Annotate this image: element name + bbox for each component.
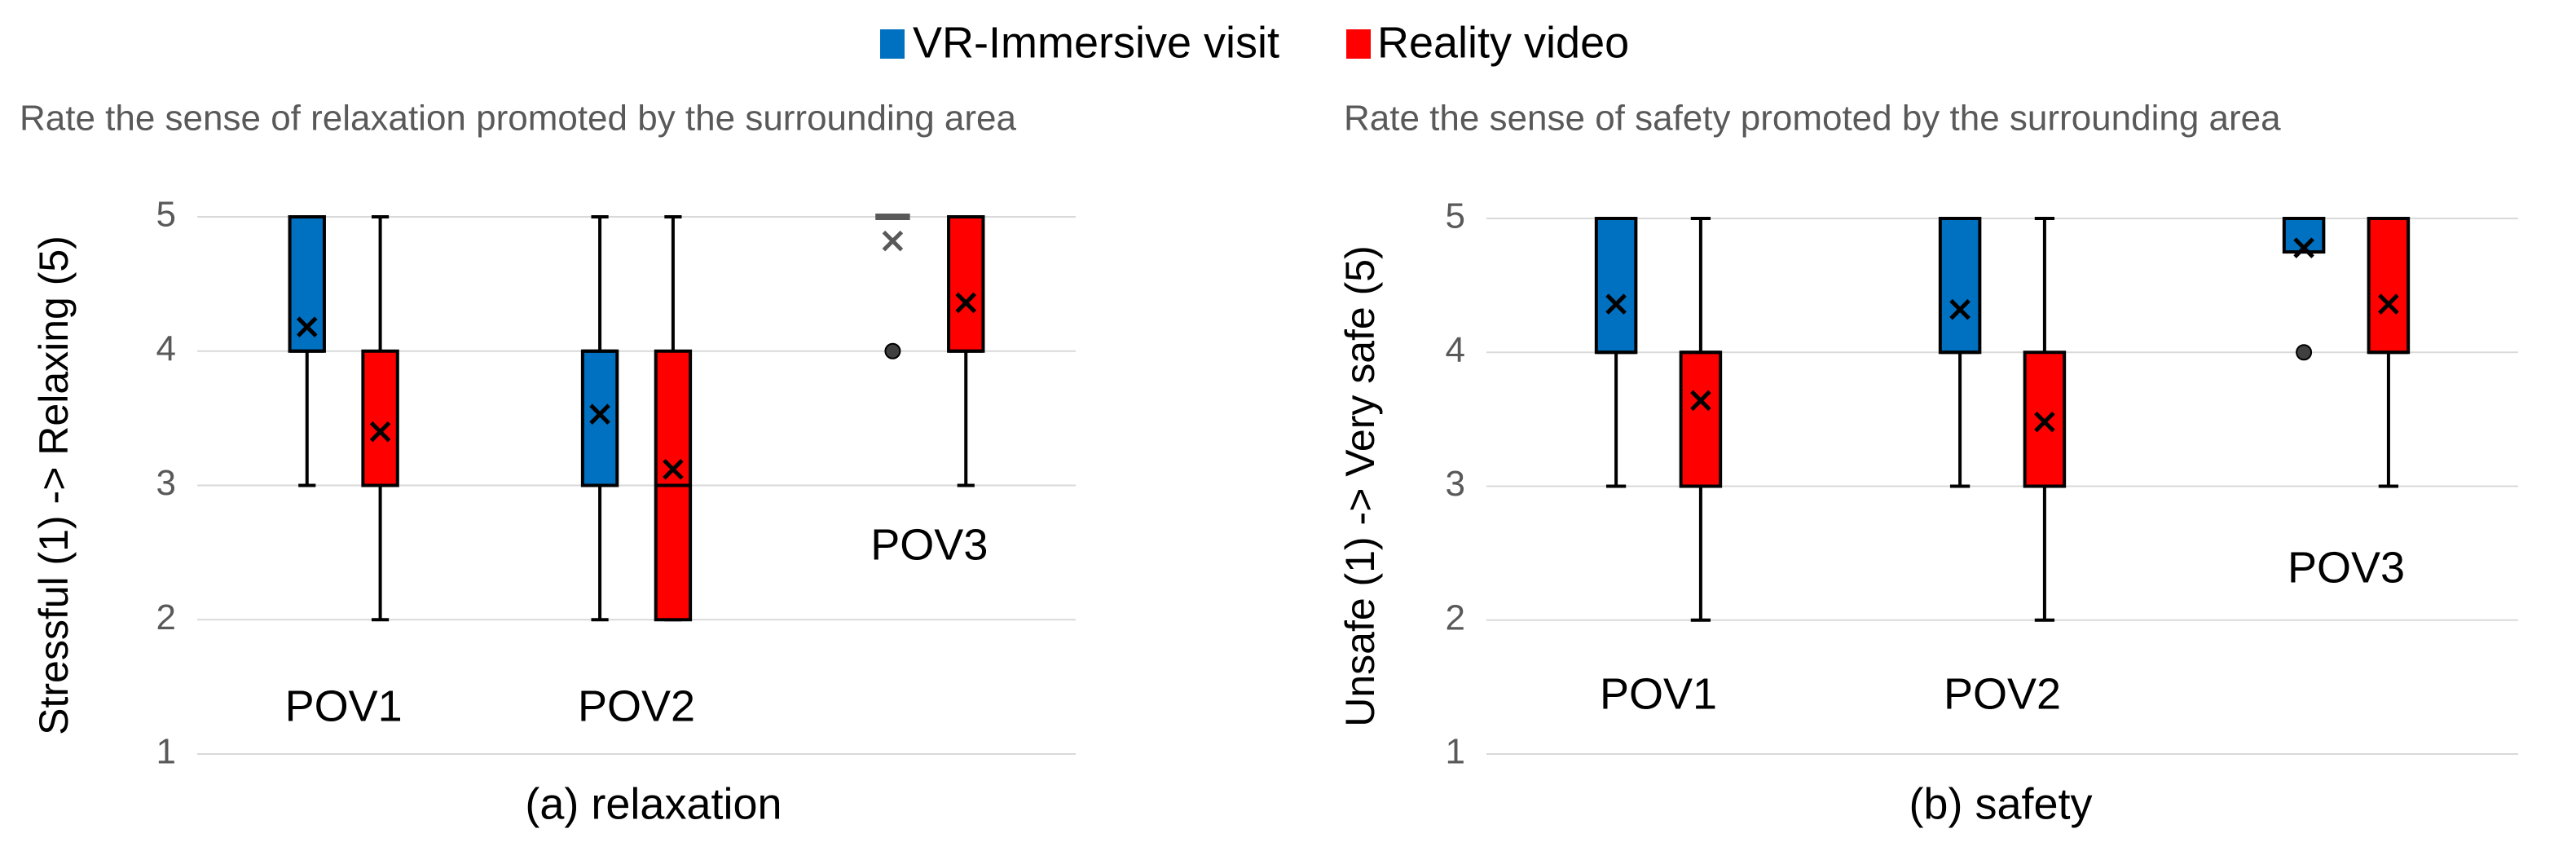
- y-tick-label: 2: [1446, 597, 1465, 637]
- box-group: [580, 215, 619, 622]
- legend-swatch: [880, 29, 905, 59]
- mean-marker: [369, 421, 391, 443]
- mean-marker: [1949, 298, 1971, 320]
- box: [361, 349, 399, 487]
- mean-marker: [955, 292, 977, 314]
- caption: (a) relaxation: [525, 779, 782, 828]
- mean-stroke: [663, 458, 684, 480]
- mean-stroke: [882, 230, 904, 252]
- box-group: [1679, 217, 1723, 622]
- y-axis-label: Unsafe (1) -> Very safe (5): [1337, 245, 1383, 727]
- mean-marker: [296, 316, 318, 337]
- mean-marker: [1605, 293, 1627, 315]
- box-group: [1594, 217, 1638, 488]
- category-label: POV1: [1600, 669, 1717, 718]
- y-tick-label: 1: [1446, 732, 1465, 772]
- category-label: POV1: [285, 681, 403, 730]
- mean-marker: [663, 458, 684, 480]
- mean-marker: [2293, 237, 2314, 258]
- mean-marker: [882, 230, 904, 252]
- box: [1938, 217, 1982, 355]
- legend-swatch: [1346, 29, 1371, 59]
- box: [1594, 217, 1638, 355]
- chart-subtitle: Rate the sense of relaxation promoted by…: [20, 99, 1017, 139]
- caption: (b) safety: [1909, 779, 2092, 828]
- mean-stroke: [2034, 411, 2055, 433]
- y-tick-label: 1: [156, 732, 176, 772]
- mean-stroke: [1690, 390, 1711, 412]
- y-tick-label: 5: [1446, 196, 1465, 236]
- mean-stroke: [1949, 298, 1971, 320]
- mean-marker: [2034, 411, 2055, 433]
- mean-stroke: [955, 292, 977, 314]
- mean-marker: [2378, 293, 2399, 315]
- box-group: [947, 215, 985, 487]
- box-group: [2023, 217, 2067, 622]
- mean-stroke: [296, 316, 318, 337]
- box: [2023, 351, 2067, 488]
- y-tick-label: 2: [156, 597, 176, 637]
- box-group: [1938, 217, 1982, 488]
- category-label: POV3: [870, 520, 988, 569]
- box: [2367, 217, 2411, 355]
- mean-stroke: [1605, 293, 1627, 315]
- mean-stroke: [369, 421, 391, 443]
- y-tick-label: 5: [156, 195, 176, 235]
- box: [1679, 351, 1723, 488]
- mean-marker: [1690, 390, 1711, 412]
- outlier: [2296, 344, 2313, 361]
- category-label: POV2: [578, 681, 695, 730]
- box: [947, 215, 985, 353]
- box-group: [654, 215, 693, 622]
- y-tick-label: 4: [1446, 330, 1465, 370]
- box: [580, 349, 619, 487]
- outlier: [884, 342, 901, 359]
- mean-marker: [589, 403, 610, 425]
- box-group: [2367, 217, 2411, 488]
- chart-subtitle: Rate the sense of safety promoted by the…: [1344, 99, 2281, 139]
- box-group: [875, 214, 910, 359]
- y-axis-label: Stressful (1) -> Relaxing (5): [31, 236, 77, 735]
- legend-label: Reality video: [1377, 18, 1629, 67]
- y-tick-label: 3: [156, 463, 176, 503]
- category-label: POV2: [1944, 669, 2061, 718]
- category-label: POV3: [2288, 543, 2405, 592]
- y-tick-label: 3: [1446, 464, 1465, 504]
- y-tick-label: 4: [156, 328, 176, 368]
- box-group: [288, 215, 326, 487]
- mean-stroke: [2293, 237, 2314, 258]
- box: [288, 215, 326, 353]
- mean-stroke: [589, 403, 610, 425]
- mean-stroke: [2378, 293, 2399, 315]
- legend-label: VR-Immersive visit: [913, 18, 1279, 67]
- box-group: [2282, 217, 2326, 361]
- box-group: [361, 215, 399, 622]
